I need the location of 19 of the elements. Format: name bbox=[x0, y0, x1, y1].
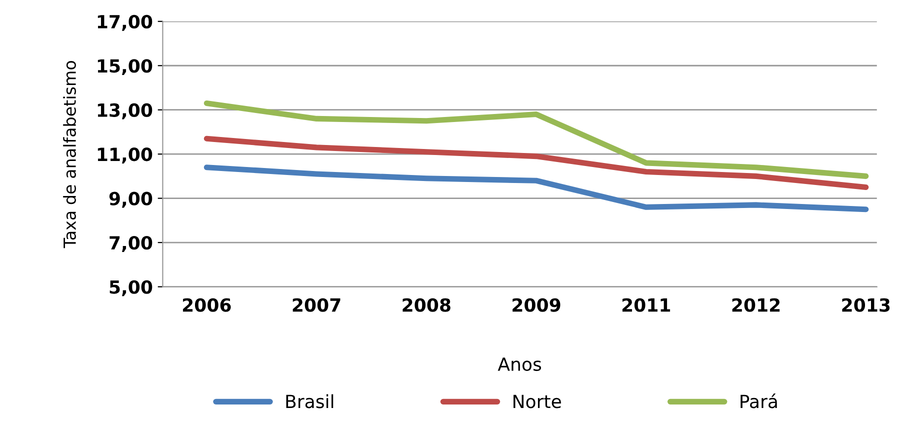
x-tick-label: 2008 bbox=[402, 298, 450, 312]
y-tick-label: 9,00 bbox=[109, 192, 152, 208]
x-tick-label: 2011 bbox=[622, 298, 670, 312]
y-axis-title: Taxa de analfabetismo bbox=[63, 61, 76, 248]
y-tick-label: 17,00 bbox=[98, 14, 152, 31]
legend-label: Pará bbox=[740, 394, 777, 408]
y-tick-label: 11,00 bbox=[98, 148, 152, 164]
x-tick-label: 2006 bbox=[182, 298, 231, 312]
y-tick-label: 7,00 bbox=[110, 236, 152, 252]
x-tick-label: 2007 bbox=[292, 298, 340, 312]
x-tick-label: 2013 bbox=[842, 298, 890, 312]
x-tick-label: 2012 bbox=[732, 298, 780, 312]
y-tick-label: 15,00 bbox=[98, 59, 152, 76]
y-tick-label: 5,00 bbox=[110, 280, 152, 296]
legend-label: Brasil bbox=[286, 394, 334, 408]
legend-label: Norte bbox=[514, 394, 561, 408]
y-tick-label: 13,00 bbox=[98, 103, 152, 120]
x-tick-label: 2009 bbox=[512, 298, 560, 312]
x-axis-title: Anos bbox=[498, 358, 542, 371]
